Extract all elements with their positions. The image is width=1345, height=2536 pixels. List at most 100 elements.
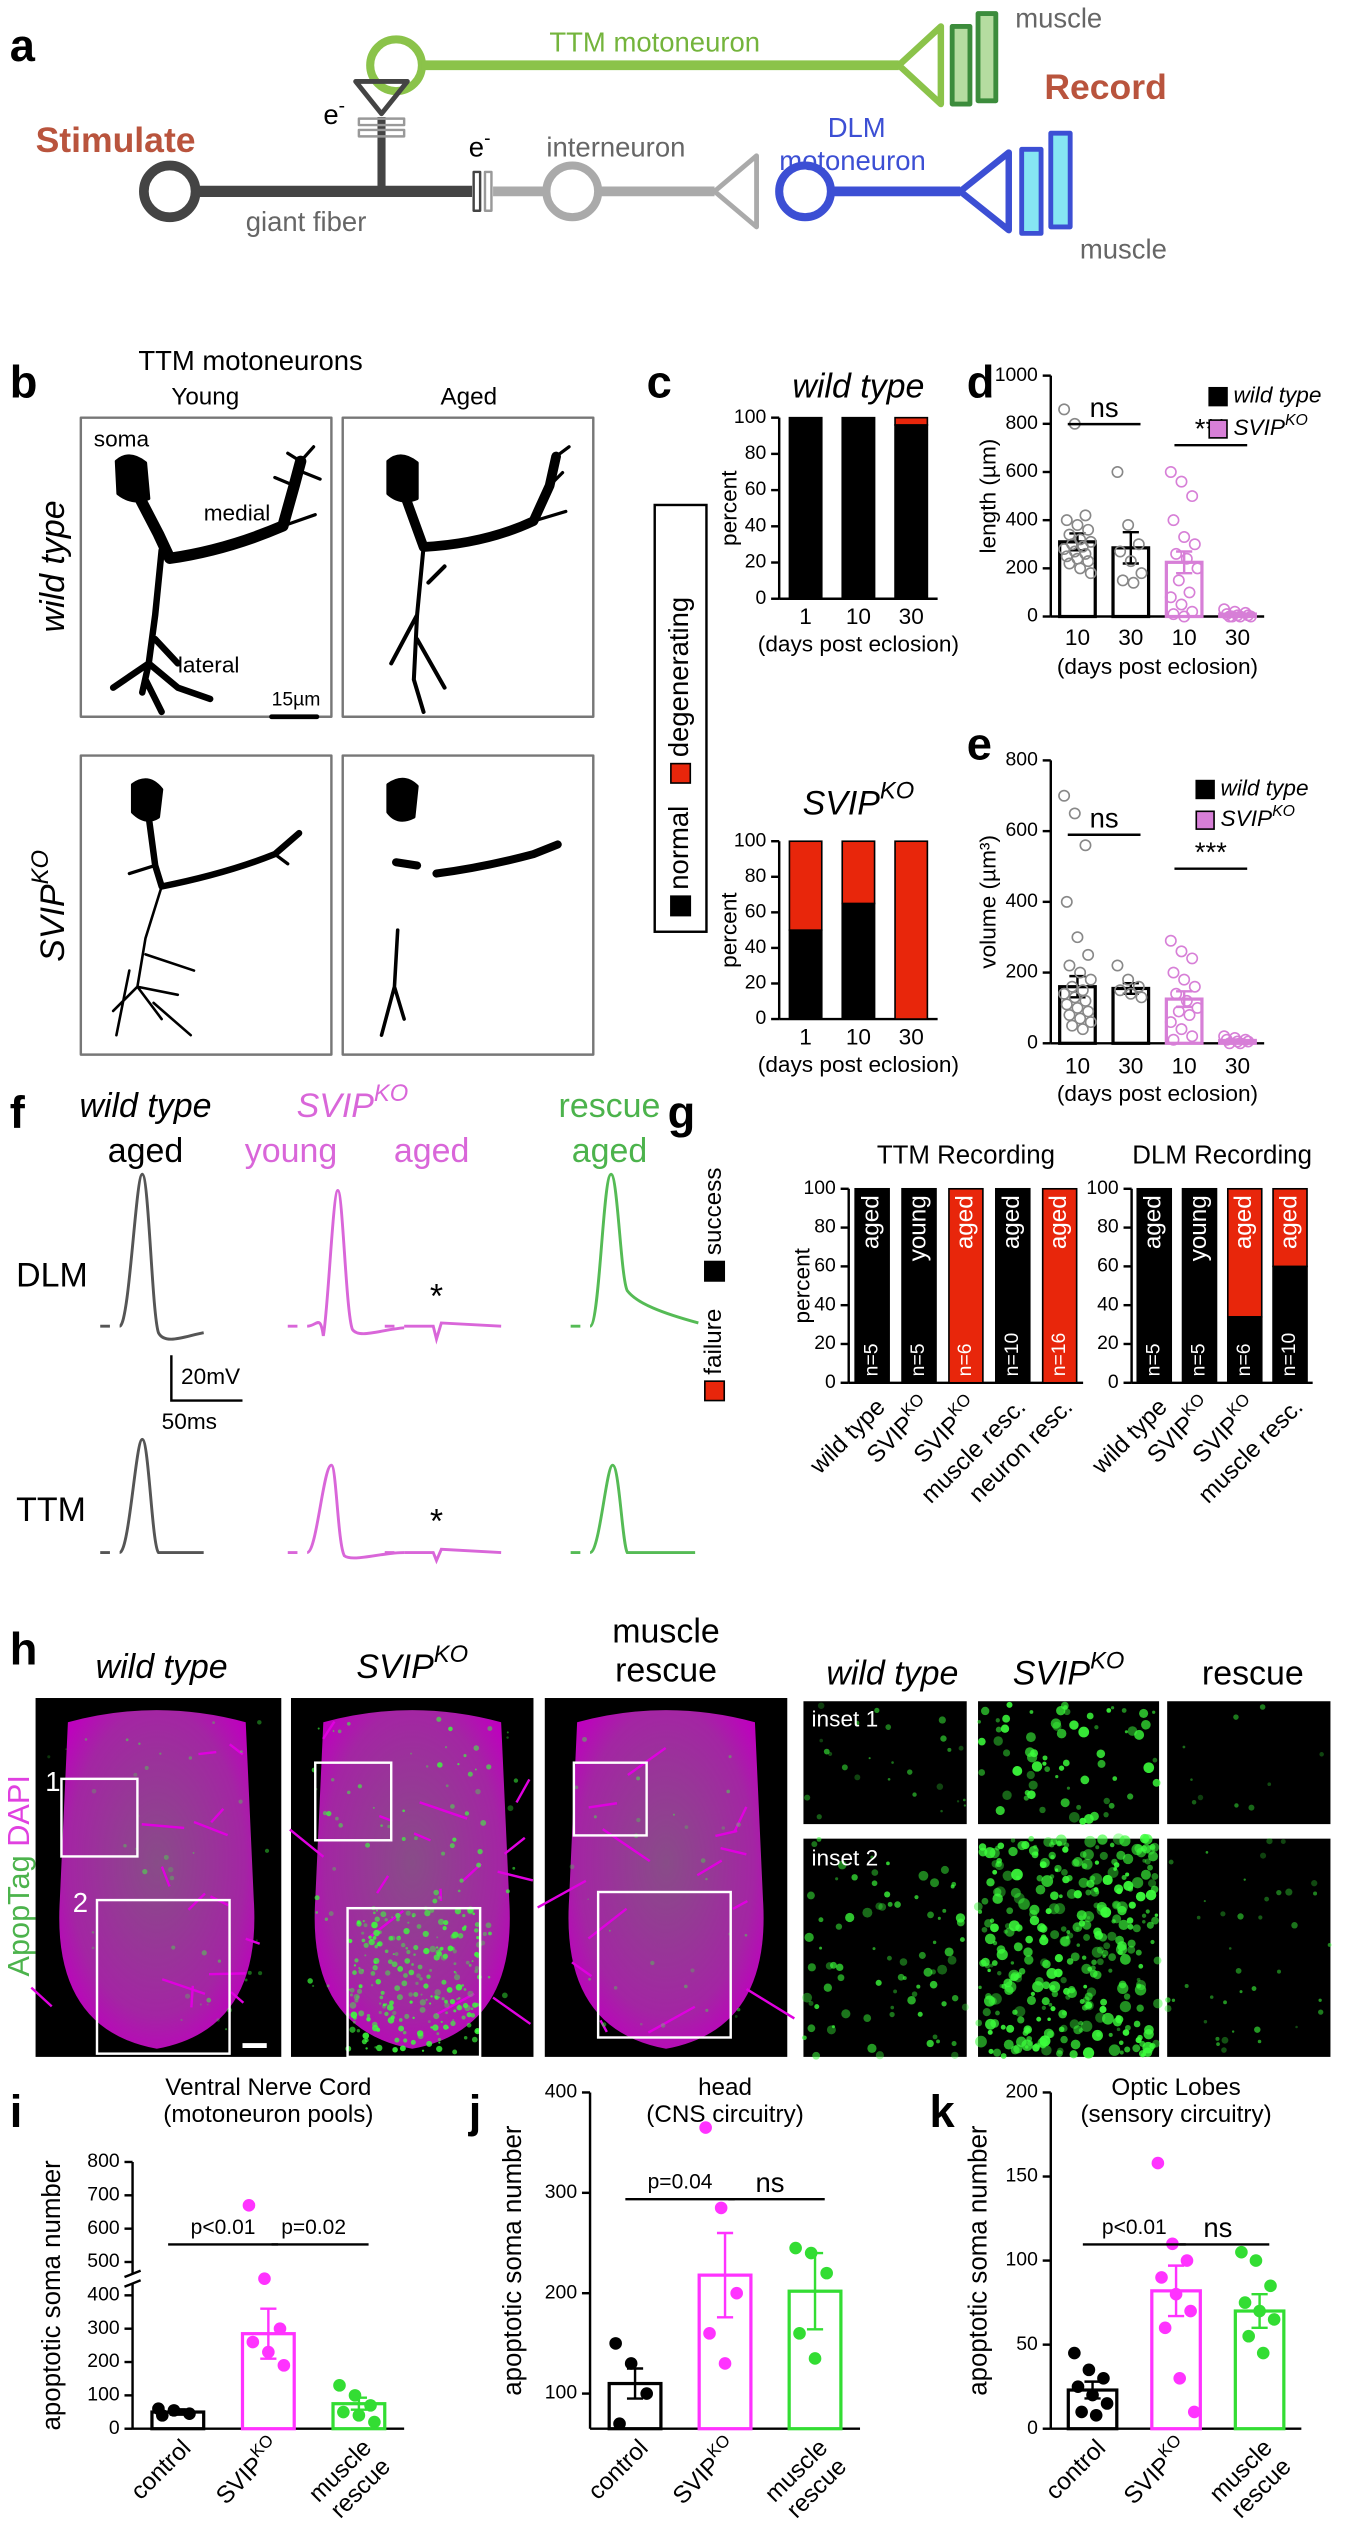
apoptag-signal: [467, 1771, 473, 1777]
data-point: [1089, 2408, 1103, 2422]
apoptag-signal: [444, 1745, 448, 1749]
data-point: [1132, 980, 1145, 993]
inset-label: inset 1: [812, 1707, 879, 1732]
data-point: [703, 2327, 716, 2340]
apoptag-signal: [1116, 1888, 1123, 1895]
y-tick-label: 100: [734, 829, 767, 851]
apoptag-signal: [1107, 1867, 1119, 1878]
apoptag-signal: [1108, 2032, 1113, 2037]
apoptag-signal: [1182, 1745, 1186, 1749]
apoptag-signal: [894, 1901, 901, 1908]
data-point: [1173, 2371, 1187, 2385]
apoptag-signal: [394, 1985, 401, 1992]
apoptag-signal: [487, 1726, 493, 1731]
column-header: wild type: [826, 1654, 958, 1692]
apoptag-signal: [837, 1974, 845, 1982]
label: DLM motoneuron: [779, 112, 926, 176]
data-point: [1235, 2245, 1248, 2259]
text-base: SVIP: [1013, 1654, 1091, 1692]
apoptag-signal: [962, 1798, 966, 1802]
x-tick-label: SVIPKO: [207, 2431, 286, 2510]
apoptag-signal: [1100, 1906, 1112, 1918]
apoptag-signal: [973, 1902, 983, 1911]
apoptag-signal: [470, 2013, 476, 2018]
apoptag-signal: [1039, 1936, 1049, 1946]
apoptag-signal: [1093, 1902, 1100, 1909]
apoptag-signal: [1127, 1793, 1134, 1800]
apoptag-signal: [819, 1738, 824, 1743]
apoptag-signal: [247, 1970, 252, 1975]
apoptag-signal: [878, 1903, 887, 1911]
y-tick-label: 800: [1006, 412, 1039, 434]
apoptag-signal: [993, 1887, 1002, 1897]
apoptag-signal: [1099, 2005, 1107, 2014]
apoptag-signal: [1220, 1911, 1226, 1917]
data-point: [1132, 538, 1145, 551]
apoptag-signal: [835, 1923, 843, 1930]
data-point: [1135, 567, 1148, 580]
apoptag-signal: [940, 1735, 947, 1742]
bar-segment: [841, 902, 876, 1020]
data-point: [789, 2241, 802, 2255]
data-point: [1124, 555, 1137, 568]
y-tick-label: 50: [1016, 2333, 1038, 2355]
data-point: [273, 2322, 287, 2335]
apoptag-signal: [1010, 1838, 1016, 1843]
apoptag-signal: [1002, 1749, 1011, 1757]
apoptag-signal: [978, 1909, 983, 1914]
apoptag-signal: [995, 1806, 1005, 1816]
apoptag-signal: [1132, 1924, 1141, 1933]
legend-swatch: [704, 1260, 726, 1282]
apoptag-signal: [384, 1949, 389, 1954]
y-tick-label: 300: [87, 2317, 120, 2339]
panel-letter: b: [10, 356, 38, 407]
apoptag-signal: [829, 1961, 837, 1969]
inset: [803, 1838, 967, 2057]
y-axis-label: apoptotic soma number: [38, 2160, 66, 2431]
apoptag-signal: [1041, 2005, 1046, 2010]
apoptag-signal: [871, 1880, 878, 1887]
apoptag-signal: [477, 1848, 483, 1855]
apoptag-signal: [1139, 1708, 1149, 1719]
apoptag-signal: [941, 2001, 947, 2007]
apoptag-signal: [374, 2046, 377, 2049]
data-point: [820, 2266, 833, 2280]
x-tick-label: 10: [1172, 625, 1197, 650]
apoptag-signal: [1091, 1946, 1103, 1958]
apoptag-signal: [144, 1765, 149, 1770]
apoptag-signal: [264, 1848, 270, 1853]
apoptag-signal: [159, 1752, 162, 1755]
apoptag-signal: [425, 1998, 428, 2001]
apoptag-signal: [505, 1889, 510, 1894]
y-axis-label: apoptotic soma number: [499, 2125, 527, 2396]
y-tick-label: 0: [1027, 2417, 1038, 2439]
scale-label: 15µm: [272, 689, 321, 711]
apoptag-signal: [413, 1944, 419, 1951]
apoptag-signal: [462, 1914, 466, 1918]
apoptag-signal: [366, 2013, 371, 2018]
apoptag-signal: [387, 2017, 395, 2024]
image-frame: [79, 754, 333, 1056]
apoptag-signal: [601, 2022, 607, 2027]
text-base: SVIP: [356, 1648, 434, 1686]
apoptag-signal: [471, 2036, 478, 2043]
apoptag-signal: [392, 2010, 397, 2016]
inset-box: [314, 1761, 393, 1842]
apoptag-signal: [322, 1810, 328, 1816]
apoptag-signal: [932, 2034, 938, 2040]
label: e-: [469, 128, 491, 163]
nerve: [198, 1750, 217, 1756]
text-line: (CNS circuitry): [646, 2101, 804, 2128]
apoptag-signal: [851, 1874, 858, 1881]
apoptag-signal: [372, 1911, 376, 1915]
y-axis-label: percent: [717, 892, 742, 968]
apoptag-signal: [455, 1984, 463, 1991]
apoptag-signal: [1060, 1936, 1071, 1947]
apoptag-signal: [475, 2002, 480, 2007]
data-point: [1234, 1037, 1247, 1050]
apoptag-signal: [1116, 1850, 1126, 1860]
apoptag-signal: [990, 1993, 1002, 2005]
data-point: [1167, 514, 1180, 527]
nerve: [732, 1899, 748, 1910]
apoptag-signal: [1063, 1987, 1071, 1995]
